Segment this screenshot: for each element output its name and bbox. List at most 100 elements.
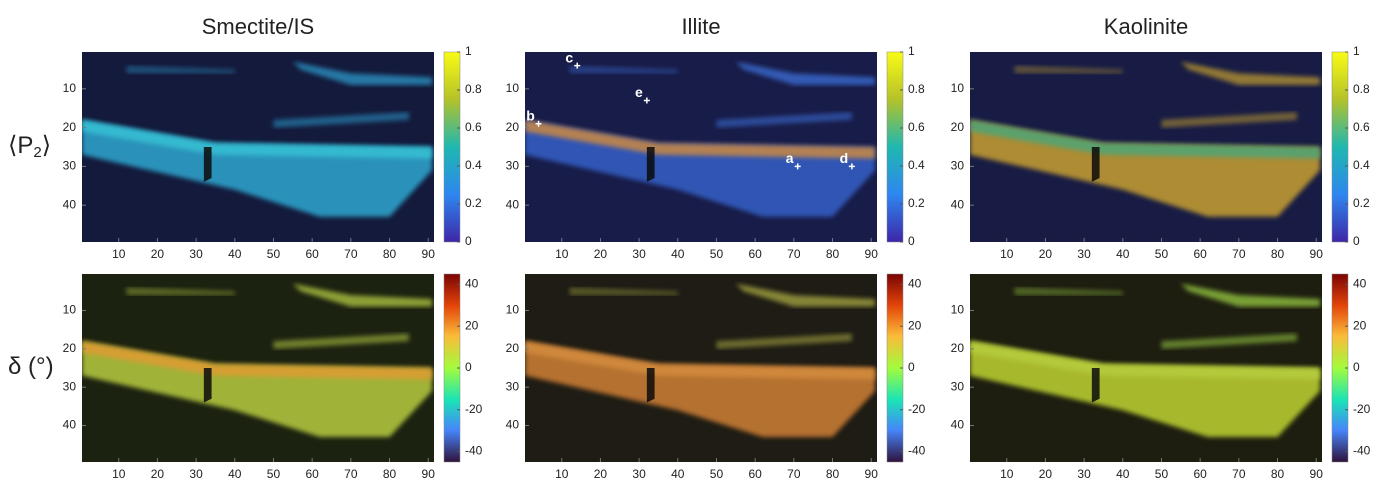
upper-streak bbox=[1014, 65, 1123, 74]
image-panel: 10 20 30 40 50 60 70 80 90 10 20 30 40 -40 -20 0 20 40 bbox=[951, 273, 1371, 481]
x-tick-label: 70 bbox=[787, 247, 801, 261]
x-tick-label: 90 bbox=[422, 247, 436, 261]
row-label: ⟨P2⟩ bbox=[8, 132, 51, 161]
x-tick-label: 20 bbox=[151, 467, 165, 481]
x-tick-label: 90 bbox=[422, 467, 436, 481]
y-tick-label: 40 bbox=[506, 418, 520, 432]
image-panel: 10 20 30 40 50 60 70 80 90 10 20 30 40 0 0.2 0.4 0.6 0.8 1… bbox=[506, 44, 925, 261]
x-tick-label: 50 bbox=[267, 467, 281, 481]
x-tick-label: 50 bbox=[1155, 247, 1169, 261]
x-tick-label: 70 bbox=[1232, 247, 1246, 261]
band-edge bbox=[970, 341, 1321, 380]
colorbar-tick-label: -40 bbox=[465, 444, 483, 458]
colorbar-tick-label: -20 bbox=[908, 402, 926, 416]
x-tick-label: 10 bbox=[1000, 467, 1014, 481]
x-tick-label: 80 bbox=[1271, 467, 1285, 481]
annotation-label: a bbox=[786, 150, 794, 166]
x-tick-label: 10 bbox=[112, 247, 126, 261]
x-tick-label: 10 bbox=[555, 467, 569, 481]
mid-streak bbox=[716, 112, 852, 128]
x-tick-label: 30 bbox=[189, 247, 203, 261]
row-label-part: 2 bbox=[33, 144, 41, 161]
colorbar-tick-label: 0.6 bbox=[465, 120, 482, 134]
colorbar-tick-label: 0.6 bbox=[1353, 120, 1370, 134]
x-tick-label: 40 bbox=[1116, 467, 1130, 481]
colorbar-tick-label: 0 bbox=[1353, 360, 1360, 374]
shadow bbox=[646, 147, 655, 182]
x-tick-label: 50 bbox=[710, 247, 724, 261]
y-tick-label: 10 bbox=[951, 81, 965, 95]
band-edge bbox=[525, 341, 876, 380]
y-tick-label: 30 bbox=[506, 159, 520, 173]
image-content bbox=[82, 61, 433, 217]
upper-streak bbox=[735, 283, 876, 307]
colorbar-tick-label: 0 bbox=[465, 234, 472, 248]
row-label-part: δ (°) bbox=[8, 353, 54, 380]
image-content bbox=[525, 283, 876, 438]
x-tick-label: 80 bbox=[383, 247, 397, 261]
x-tick-label: 80 bbox=[826, 467, 840, 481]
x-tick-label: 20 bbox=[1039, 467, 1053, 481]
x-tick-label: 30 bbox=[1077, 467, 1091, 481]
y-tick-label: 20 bbox=[506, 341, 520, 355]
upper-streak bbox=[1014, 287, 1123, 296]
image-content bbox=[970, 61, 1321, 217]
colorbar bbox=[1331, 51, 1349, 243]
upper-streak bbox=[569, 65, 678, 74]
x-tick-label: 30 bbox=[1077, 247, 1091, 261]
colorbar-tick-label: 0.2 bbox=[465, 196, 482, 210]
column-title: Smectite/IS bbox=[202, 14, 314, 39]
x-tick-label: 40 bbox=[671, 247, 685, 261]
colorbar-tick-label: 1 bbox=[908, 44, 915, 58]
band-edge bbox=[82, 119, 433, 159]
x-tick-label: 80 bbox=[826, 247, 840, 261]
image-content bbox=[970, 283, 1321, 438]
colorbar-tick-label: 0.4 bbox=[1353, 158, 1370, 172]
x-tick-label: 50 bbox=[1155, 467, 1169, 481]
colorbar-tick-label: 40 bbox=[465, 277, 479, 291]
x-tick-label: 20 bbox=[594, 247, 608, 261]
x-tick-label: 70 bbox=[344, 247, 358, 261]
band-edge bbox=[525, 119, 876, 159]
x-tick-label: 40 bbox=[671, 467, 685, 481]
annotation-label: e bbox=[635, 84, 643, 100]
y-tick-label: 10 bbox=[506, 81, 520, 95]
image-panel: 10 20 30 40 50 60 70 80 90 10 20 30 40 -40 -20 0 20 40 bbox=[506, 273, 926, 481]
colorbar-tick-label: 0.8 bbox=[465, 82, 482, 96]
y-tick-label: 40 bbox=[951, 197, 965, 211]
x-tick-label: 70 bbox=[344, 467, 358, 481]
upper-streak bbox=[126, 65, 235, 74]
annotation-label: c bbox=[565, 49, 573, 65]
colorbar-tick-label: 0 bbox=[1353, 234, 1360, 248]
y-tick-label: 40 bbox=[951, 418, 965, 432]
colorbar-tick-label: 0 bbox=[908, 234, 915, 248]
colorbar-tick-label: -40 bbox=[1353, 444, 1371, 458]
mid-streak bbox=[1161, 112, 1297, 128]
y-tick-label: 30 bbox=[63, 159, 77, 173]
x-tick-label: 20 bbox=[1039, 247, 1053, 261]
x-tick-label: 70 bbox=[787, 467, 801, 481]
x-tick-label: 80 bbox=[1271, 247, 1285, 261]
y-tick-label: 20 bbox=[63, 120, 77, 134]
y-tick-label: 30 bbox=[506, 379, 520, 393]
annotation-marker bbox=[574, 62, 581, 69]
colorbar-tick-label: -20 bbox=[1353, 402, 1371, 416]
image-content bbox=[525, 61, 876, 217]
colorbar-tick-label: 40 bbox=[1353, 277, 1367, 291]
colorbar-tick-label: 0.4 bbox=[465, 158, 482, 172]
band-edge bbox=[82, 341, 433, 380]
mid-streak bbox=[273, 333, 409, 349]
x-tick-label: 20 bbox=[594, 467, 608, 481]
x-tick-label: 30 bbox=[632, 247, 646, 261]
y-tick-label: 40 bbox=[63, 197, 77, 211]
y-tick-label: 10 bbox=[951, 303, 965, 317]
x-tick-label: 90 bbox=[1310, 247, 1324, 261]
colorbar-tick-label: 0.2 bbox=[908, 196, 925, 210]
colorbar-tick-label: 20 bbox=[908, 318, 922, 332]
upper-streak bbox=[292, 283, 433, 307]
annotation-marker bbox=[848, 163, 855, 170]
image-content bbox=[82, 283, 433, 438]
annotation-label: b bbox=[526, 107, 535, 123]
annotation-marker bbox=[794, 163, 801, 170]
